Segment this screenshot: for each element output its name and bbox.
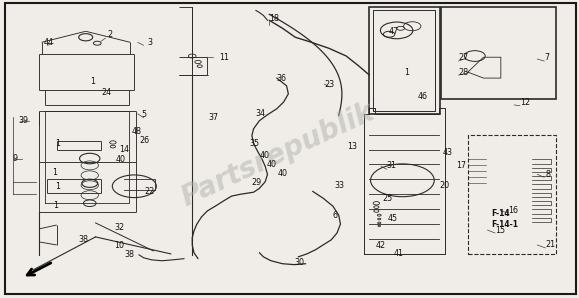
Text: 40: 40 (278, 169, 288, 178)
Text: 7: 7 (544, 53, 549, 62)
Text: F-14-1: F-14-1 (491, 220, 518, 229)
Bar (468, 135, 556, 254)
Text: 36: 36 (277, 74, 287, 83)
Text: 40: 40 (116, 155, 126, 164)
Text: 16: 16 (508, 206, 518, 215)
Text: 1: 1 (53, 201, 58, 209)
Text: 20: 20 (439, 181, 449, 190)
Text: 48: 48 (132, 127, 142, 136)
Text: 5: 5 (142, 110, 147, 119)
Text: 35: 35 (249, 139, 259, 148)
Text: 13: 13 (347, 142, 357, 151)
Text: 31: 31 (387, 161, 397, 170)
Text: 18: 18 (269, 14, 279, 23)
Text: 46: 46 (418, 92, 428, 101)
Text: 1: 1 (55, 139, 60, 148)
Text: 26: 26 (139, 136, 149, 145)
Text: 21: 21 (545, 240, 555, 249)
Text: 45: 45 (388, 214, 398, 223)
Text: 43: 43 (443, 148, 453, 157)
Text: 12: 12 (520, 98, 530, 107)
Text: 25: 25 (382, 194, 393, 203)
Bar (369, 7, 440, 114)
Text: 44: 44 (43, 38, 53, 47)
Text: 9: 9 (13, 154, 18, 163)
Text: 15: 15 (495, 226, 505, 235)
Text: 30: 30 (294, 258, 304, 267)
Text: 1: 1 (52, 168, 57, 177)
Text: 28: 28 (459, 68, 468, 77)
Text: 2: 2 (107, 30, 112, 39)
Text: 41: 41 (394, 249, 404, 258)
Text: 40: 40 (266, 160, 276, 169)
Text: 33: 33 (335, 181, 345, 190)
Text: 39: 39 (19, 116, 28, 125)
Text: 38: 38 (124, 250, 134, 259)
Text: 8: 8 (545, 170, 551, 179)
Text: 10: 10 (115, 241, 124, 250)
Bar (441, 7, 556, 99)
Text: 22: 22 (145, 187, 155, 196)
Text: 47: 47 (389, 27, 399, 36)
Text: 6: 6 (333, 211, 338, 220)
Text: 1: 1 (90, 77, 95, 86)
Text: 27: 27 (459, 53, 469, 62)
Text: 37: 37 (208, 113, 218, 122)
Text: F-14: F-14 (491, 209, 510, 218)
Text: 11: 11 (219, 53, 229, 62)
Text: 24: 24 (101, 88, 111, 97)
Text: 42: 42 (375, 241, 385, 250)
Text: 14: 14 (119, 145, 129, 154)
Text: 40: 40 (259, 151, 269, 160)
Text: 29: 29 (252, 178, 262, 187)
Text: Partsrepublik: Partsrepublik (177, 98, 379, 212)
Text: 23: 23 (324, 80, 334, 89)
Text: 34: 34 (256, 109, 266, 118)
Text: 32: 32 (115, 223, 124, 232)
Text: 38: 38 (78, 235, 88, 244)
Text: 1: 1 (55, 182, 60, 191)
Text: 17: 17 (456, 161, 466, 170)
Text: 3: 3 (148, 38, 153, 47)
Text: 1: 1 (404, 68, 409, 77)
